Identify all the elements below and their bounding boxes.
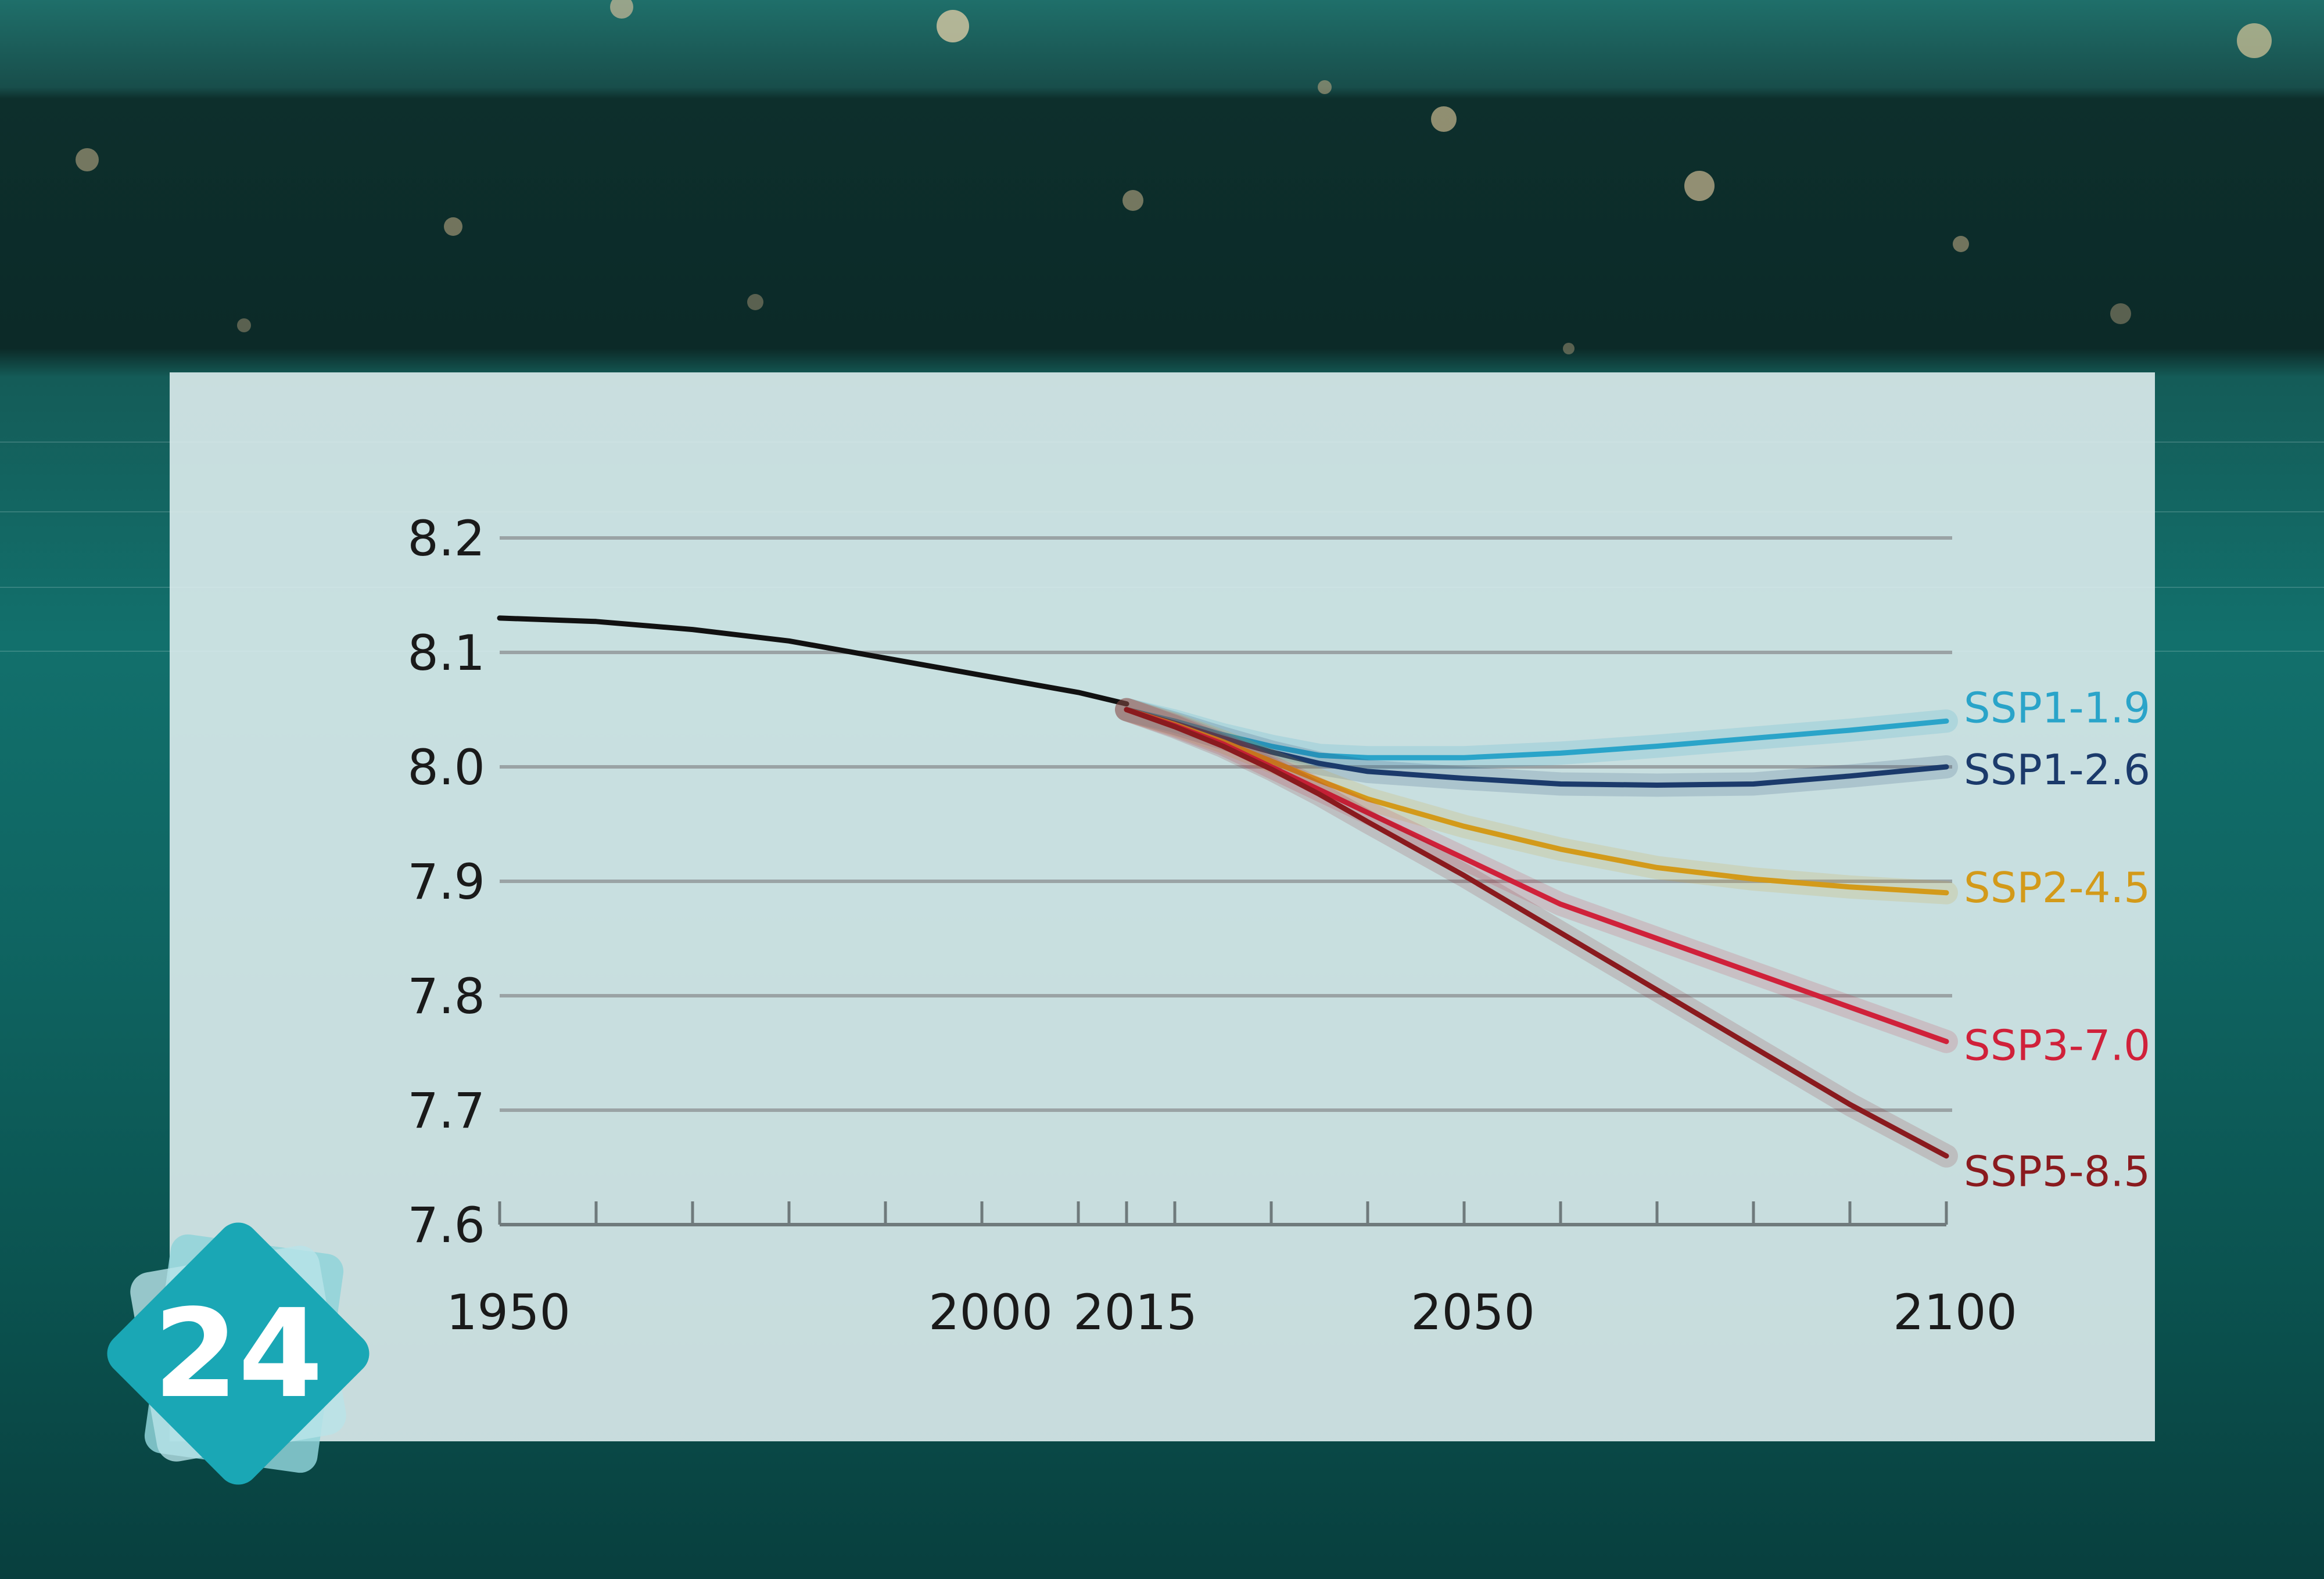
series-line	[1124, 707, 1949, 1159]
y-tick-label: 7.7	[407, 1082, 485, 1139]
y-tick-label: 8.1	[407, 625, 485, 681]
badge-number: 24	[153, 1282, 324, 1425]
y-axis-tick-labels: 7.6 7.7 7.8 7.9 8.0 8.1 8.2	[407, 510, 485, 1254]
y-tick-label: 8.0	[407, 739, 485, 796]
particle-layer	[76, 0, 2272, 354]
x-tick-label: 2100	[1893, 1284, 2017, 1341]
series-label: SSP2-4.5	[1964, 863, 2150, 912]
x-axis	[498, 1201, 1948, 1226]
slide-number-badge: 24	[87, 1203, 389, 1505]
series-labels: SSP1-1.9 SSP1-2.6 SSP2-4.5 SSP3-7.0 SSP5-8.5	[1964, 684, 2150, 1196]
x-tick-label: 2015	[1073, 1284, 1197, 1341]
chart-panel: 7.6 7.7 7.8 7.9 8.0 8.1 8.2 1950 2000 2015 2050 21…	[170, 372, 2155, 1441]
x-tick-label: 2000	[928, 1284, 1053, 1341]
series-label: SSP5-8.5	[1964, 1147, 2150, 1196]
x-tick-label: 1950	[446, 1284, 571, 1341]
y-tick-label: 8.2	[407, 510, 485, 567]
series-line	[1124, 707, 1949, 760]
ph-line-chart: 7.6 7.7 7.8 7.9 8.0 8.1 8.2 1950 2000 2015 2050 21…	[407, 510, 2150, 1341]
y-tick-label: 7.9	[407, 853, 485, 910]
y-tick-label: 7.6	[407, 1197, 485, 1254]
y-tick-label: 7.8	[407, 968, 485, 1025]
series-label: SSP1-1.9	[1964, 684, 2150, 733]
series-line	[497, 615, 1129, 707]
series-label: SSP1-2.6	[1964, 745, 2150, 794]
series-lines	[497, 615, 1958, 1168]
badge-diamond-icon	[107, 1222, 370, 1485]
series-label: SSP3-7.0	[1964, 1021, 2150, 1070]
series-line	[1124, 707, 1949, 788]
x-tick-label: 2050	[1411, 1284, 1535, 1341]
grid-lines	[500, 536, 1952, 1112]
x-axis-tick-labels: 1950 2000 2015 2050 2100	[446, 1284, 2017, 1341]
